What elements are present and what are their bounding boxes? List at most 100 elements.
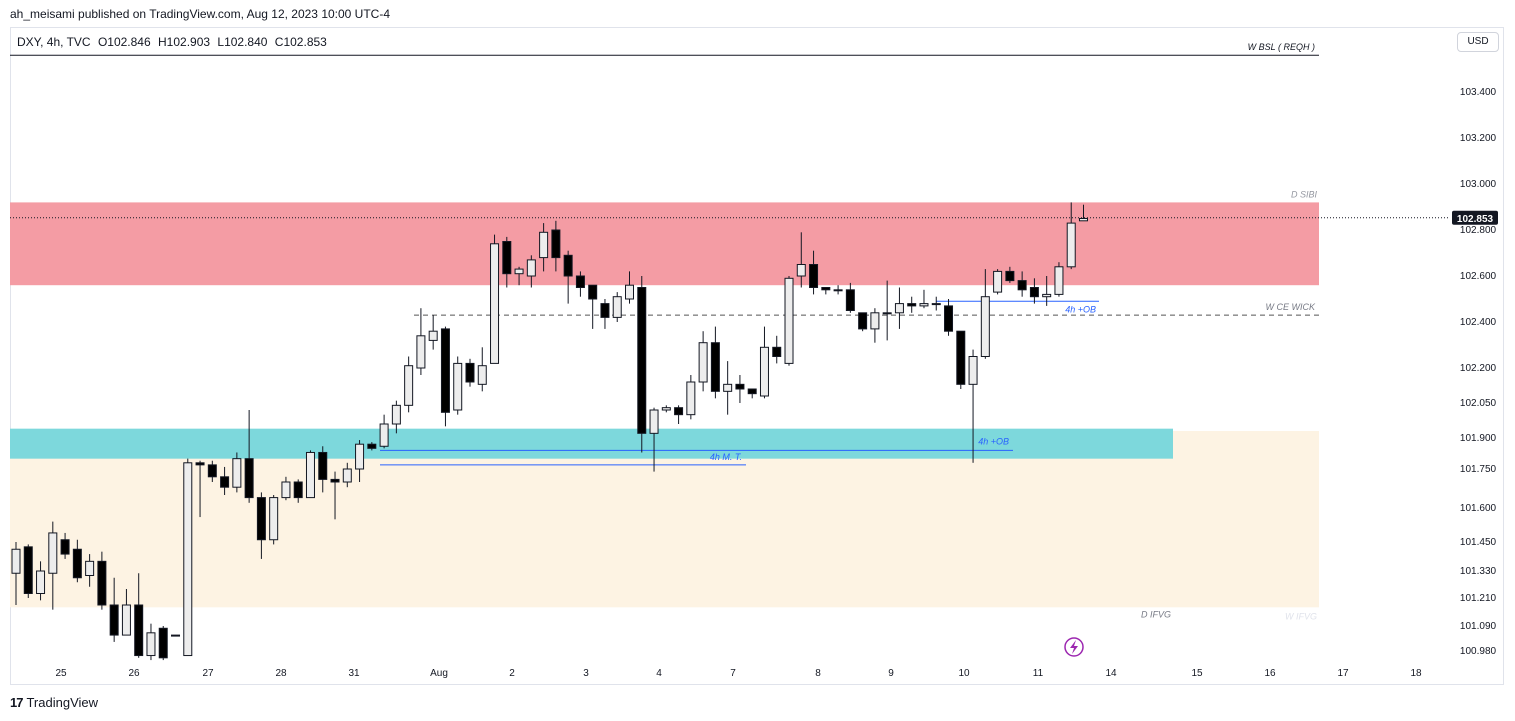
candle-body [661, 407, 671, 411]
tradingview-logo-icon: 17 [10, 695, 24, 710]
price-tick-label: 101.330 [1460, 566, 1497, 577]
candle-body [465, 362, 475, 383]
candle-body [379, 423, 389, 447]
candle-body [355, 443, 365, 470]
candle-body [1042, 293, 1052, 298]
candle-body [637, 287, 647, 434]
symbol-name[interactable]: DXY, 4h, TVC [17, 35, 91, 49]
candle-body [833, 289, 843, 292]
ob-4h-lower-label: 4h +OB [978, 436, 1009, 446]
price-tick-label: 100.980 [1460, 646, 1497, 657]
ce-wick-label: W CE WICK [1266, 302, 1316, 312]
time-tick-label: 10 [958, 668, 970, 679]
time-tick-label: 7 [730, 668, 736, 679]
candle-body [894, 303, 904, 314]
candle-body [318, 451, 328, 480]
publisher-line: ah_meisami published on TradingView.com,… [10, 7, 391, 21]
candle-body [784, 277, 794, 364]
candle-body [1066, 222, 1076, 268]
candle-body [1054, 266, 1064, 295]
price-tick-label: 102.600 [1460, 271, 1497, 282]
candle-body [195, 462, 205, 466]
candle-body [158, 627, 168, 659]
time-tick-label: 3 [583, 668, 589, 679]
candle-body [649, 409, 659, 434]
price-tick-label: 102.800 [1460, 225, 1497, 236]
candle-body [698, 342, 708, 383]
candle-body [293, 481, 303, 499]
candle-body [171, 634, 181, 637]
candle-body [391, 404, 401, 425]
candle-body [796, 264, 806, 277]
candle-body [686, 381, 696, 416]
ifvg-zone [10, 431, 1319, 608]
time-tick-label: 26 [128, 668, 140, 679]
candle-body [931, 303, 941, 306]
candle-body [563, 254, 573, 277]
time-tick-label: 31 [348, 668, 360, 679]
lightning-icon[interactable] [1064, 637, 1084, 657]
candle-body [1078, 218, 1088, 222]
candle-body [821, 287, 831, 291]
candle-body [11, 548, 21, 574]
currency-button[interactable]: USD [1457, 32, 1499, 52]
time-tick-label: 27 [202, 668, 214, 679]
candle-body [870, 312, 880, 330]
candle-body [735, 383, 745, 390]
price-tick-label: 101.450 [1460, 537, 1497, 548]
candle-body [60, 539, 70, 555]
ohlc-low: L102.840 [217, 35, 268, 49]
candle-body [980, 296, 990, 358]
time-tick-label: 8 [815, 668, 821, 679]
candle-body [146, 632, 156, 657]
candle-body [845, 289, 855, 311]
time-tick-label: 25 [55, 668, 67, 679]
candle-body [342, 468, 352, 483]
time-tick-label: 28 [275, 668, 287, 679]
time-tick-label: 17 [1337, 668, 1349, 679]
time-tick-label: 14 [1105, 668, 1117, 679]
last-price-tag [1452, 210, 1498, 225]
price-tick-label: 101.090 [1460, 621, 1497, 632]
candle-body [232, 458, 242, 488]
symbol-info: DXY, 4h, TVC O102.846 H102.903 L102.840 … [17, 35, 331, 49]
candle-body [747, 388, 757, 395]
candle-body [367, 443, 377, 449]
candle-body [404, 365, 414, 406]
time-tick-label: 18 [1410, 668, 1422, 679]
last-price-value: 102.853 [1457, 214, 1494, 225]
d-ifvg-label: D IFVG [1141, 609, 1171, 619]
candle-body [723, 383, 733, 392]
candle-body [858, 312, 868, 330]
candle-body [588, 284, 598, 300]
ohlc-high: H102.903 [158, 35, 211, 49]
candle-body [956, 330, 966, 385]
price-tick-label: 103.200 [1460, 133, 1497, 144]
candle-body [121, 604, 131, 636]
chart-frame [10, 27, 1504, 685]
candle-body [281, 481, 291, 499]
mt-4h-label: 4h M. T. [710, 452, 742, 462]
candle-body [882, 312, 892, 315]
candle-body [440, 328, 450, 413]
candle-body [772, 346, 782, 357]
candle-body [109, 604, 119, 636]
candle-body [269, 497, 279, 541]
candle-body [23, 546, 33, 594]
candle-body [575, 275, 585, 288]
sibi-zone [10, 202, 1319, 286]
time-tick-label: 9 [888, 668, 894, 679]
candle-body [256, 497, 266, 541]
time-tick-label: Aug [430, 668, 448, 679]
candle-body [428, 330, 438, 341]
candle-body [85, 560, 95, 576]
candle-body [968, 356, 978, 385]
price-tick-label: 102.200 [1460, 363, 1497, 374]
candle-body [416, 335, 426, 369]
price-tick-label: 102.050 [1460, 398, 1497, 409]
candle-body [97, 560, 107, 606]
price-tick-label: 103.400 [1460, 87, 1497, 98]
candle-body [600, 303, 610, 318]
candle-body [993, 270, 1003, 293]
